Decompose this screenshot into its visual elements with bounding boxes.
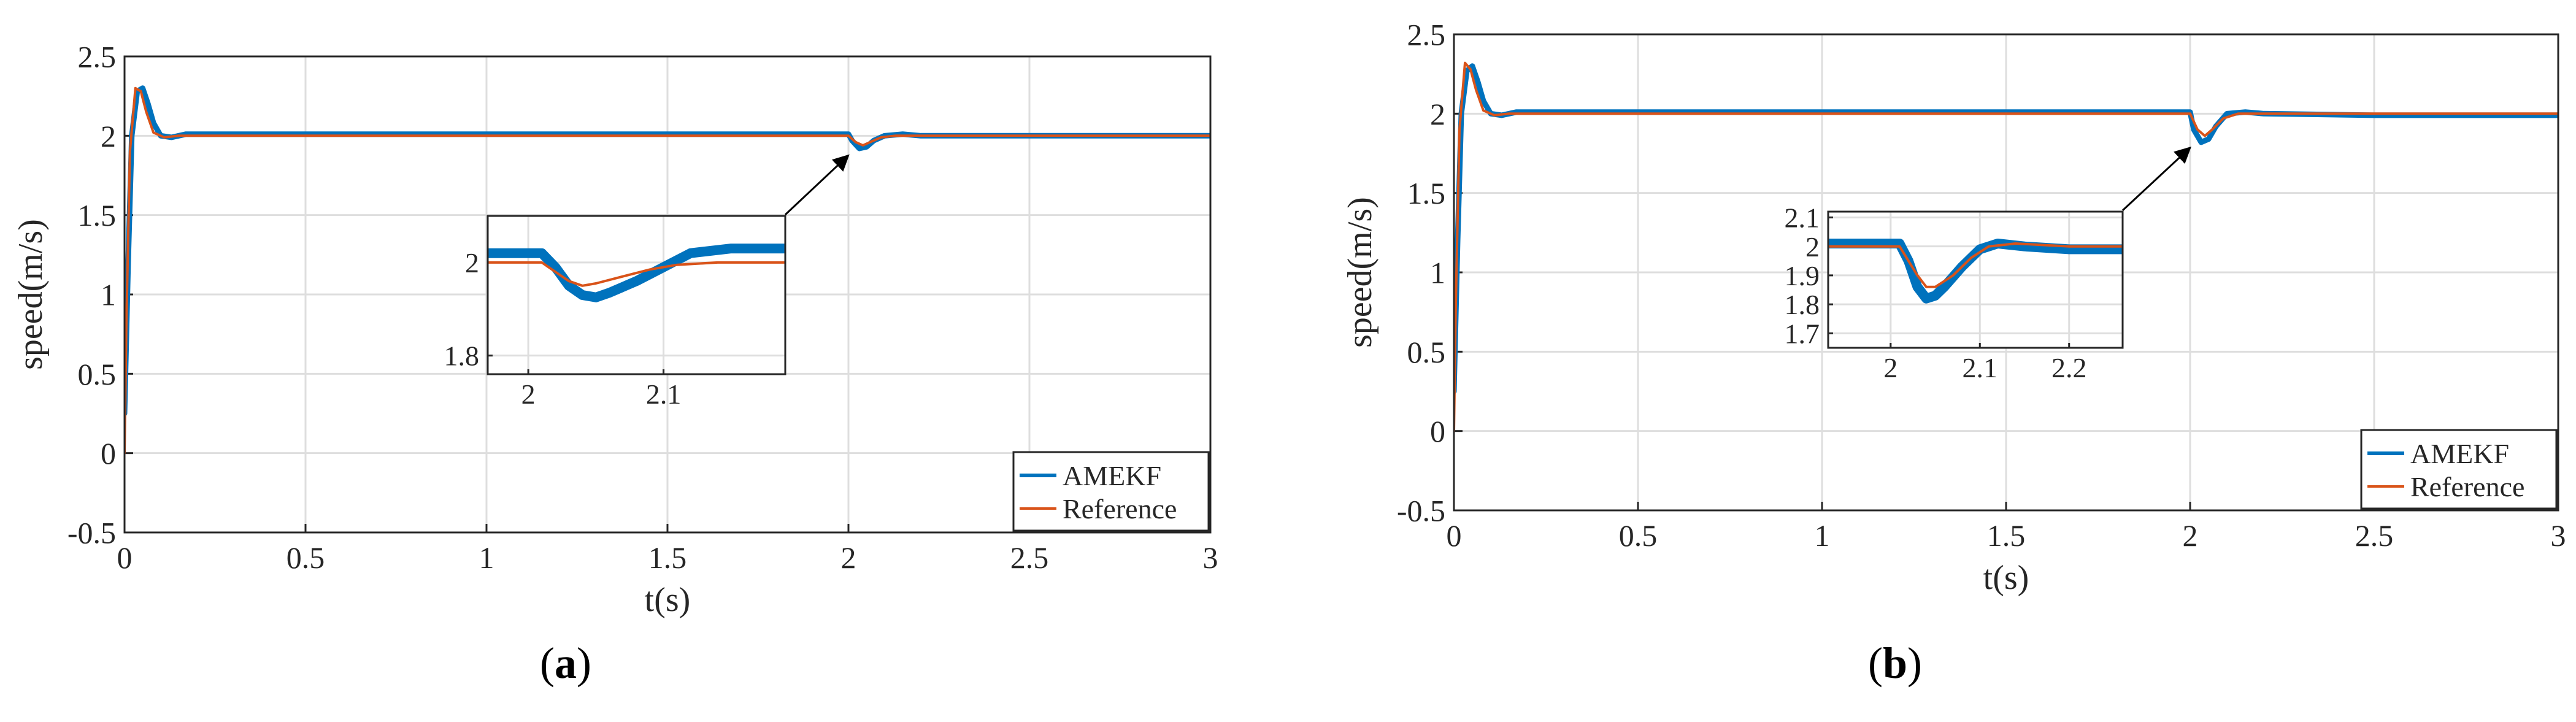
chart-a-xtick-label: 3 [1203, 540, 1218, 575]
chart-b-inset: 2 2.1 2.21.71.81.922.1 [1785, 202, 2124, 383]
chart-a-inset-ytick-label: 1.8 [444, 340, 480, 372]
chart-a-inset: 2 2.1 1.8 2 [444, 215, 786, 410]
chart-b-inset-series-group [1828, 239, 2123, 304]
chart-b-xtick-label: 0.5 [1619, 518, 1658, 553]
chart-a-series-group [125, 85, 1210, 455]
chart-a-inset-frame [486, 215, 786, 375]
chart-b-xlabel: t(s) [1983, 559, 2029, 597]
chart-a-xtick-label: 1.5 [648, 540, 687, 575]
caption-a-letter: a [554, 639, 577, 688]
chart-b-series-reference-line [1454, 61, 2558, 432]
chart-b-inset-ytick-label: 2.1 [1785, 202, 1820, 234]
chart-a-xtick-label: 0.5 [286, 540, 325, 575]
chart-b-series-amekf-line [1454, 63, 2558, 394]
chart-b-inset-ytick-label: 1.7 [1785, 318, 1820, 349]
chart-a-xlabel: t(s) [645, 581, 691, 619]
chart-b-legend-box [2360, 429, 2558, 510]
chart-b-legend-label-reference: Reference [2410, 471, 2524, 502]
chart-a: 0 0.5 1 1.5 2 2.5 3-0.500.511.522.5 [67, 40, 1218, 575]
chart-b-ytick-label: 1 [1430, 256, 1445, 290]
chart-a-ytick-label: 1 [101, 278, 116, 312]
chart-a-ytick-label: 1.5 [78, 198, 117, 232]
chart-b-ytick-label: -0.5 [1397, 494, 1445, 528]
chart-a-inset-series-group [488, 244, 785, 302]
chart-b-frame [1453, 33, 2559, 512]
caption-b: (b) [1868, 639, 1923, 688]
chart-a-zoom-arrow [784, 154, 850, 216]
chart-a-legend-box [1012, 451, 1210, 532]
chart-b-inset-xtick-label: 2 [1883, 352, 1897, 383]
chart-a-inset-xtick-label: 2.1 [646, 378, 682, 410]
chart-b-ytick-label: 0 [1430, 414, 1445, 448]
chart-b-ytick-label: 0.5 [1407, 335, 1446, 369]
chart-b-ytick-label: 1.5 [1407, 176, 1446, 210]
chart-b-inset-xtick-label: 2.2 [2051, 352, 2087, 383]
chart-a-inset-xtick-label: 2 [521, 378, 536, 410]
chart-b-xtick-label: 1 [1815, 518, 1830, 553]
chart-a-legend-label-amekf: AMEKF [1063, 460, 1161, 491]
chart-a-legend-label-reference: Reference [1063, 493, 1177, 524]
chart-b-inset-frame [1827, 210, 2124, 349]
chart-b-xtick-label: 3 [2551, 518, 2566, 553]
chart-b-xtick-label: 2 [2183, 518, 2198, 553]
chart-a-xtick-label: 1 [479, 540, 494, 575]
chart-b-inset-ytick-label: 1.8 [1785, 289, 1820, 320]
chart-a-xtick-label: 0 [117, 540, 133, 575]
chart-b-legend-label-amekf: AMEKF [2410, 438, 2509, 469]
caption-a: (a) [540, 639, 591, 688]
chart-a-inset-ytick-label: 2 [465, 247, 479, 278]
chart-b-inset-xtick-label: 2.1 [1963, 352, 1998, 383]
chart-b-inset-ytick-label: 2 [1805, 231, 1820, 263]
chart-a-inset-plot-area [488, 216, 785, 374]
chart-a-ylabel: speed(m/s) [12, 219, 50, 370]
chart-b-xtick-label: 1.5 [1987, 518, 2026, 553]
chart-a-inset-series-reference-line [488, 261, 785, 287]
chart-a-ytick-label: 0 [101, 436, 116, 470]
caption-b-letter: b [1882, 639, 1908, 688]
chart-a-frame [123, 55, 1212, 534]
chart-b-ylabel: speed(m/s) [1341, 197, 1379, 348]
chart-b-xtick-label: 2.5 [2355, 518, 2394, 553]
chart-b-ytick-label: 2 [1430, 97, 1445, 131]
chart-a-inset-series-amekf-line [488, 244, 785, 302]
chart-a-ytick-label: -0.5 [67, 516, 116, 550]
chart-a-ytick-label: 2.5 [78, 40, 117, 74]
chart-b-inset-plot-area [1828, 212, 2123, 348]
chart-b-inset-series-reference-line [1828, 242, 2123, 288]
chart-a-series-reference-line [125, 86, 1210, 455]
chart-b-series-group [1454, 61, 2558, 432]
chart-b-zoom-arrow [2121, 146, 2191, 212]
chart-b-inset-ytick-label: 1.9 [1785, 260, 1820, 291]
chart-b-xtick-label: 0 [1447, 518, 1462, 553]
chart-a-ytick-label: 2 [101, 119, 116, 153]
chart-a-xtick-label: 2 [841, 540, 856, 575]
chart-a-xtick-label: 2.5 [1010, 540, 1049, 575]
chart-a-ytick-label: 0.5 [78, 357, 117, 391]
chart-b-inset-series-amekf-line [1828, 239, 2123, 304]
chart-b-ytick-label: 2.5 [1407, 18, 1446, 52]
